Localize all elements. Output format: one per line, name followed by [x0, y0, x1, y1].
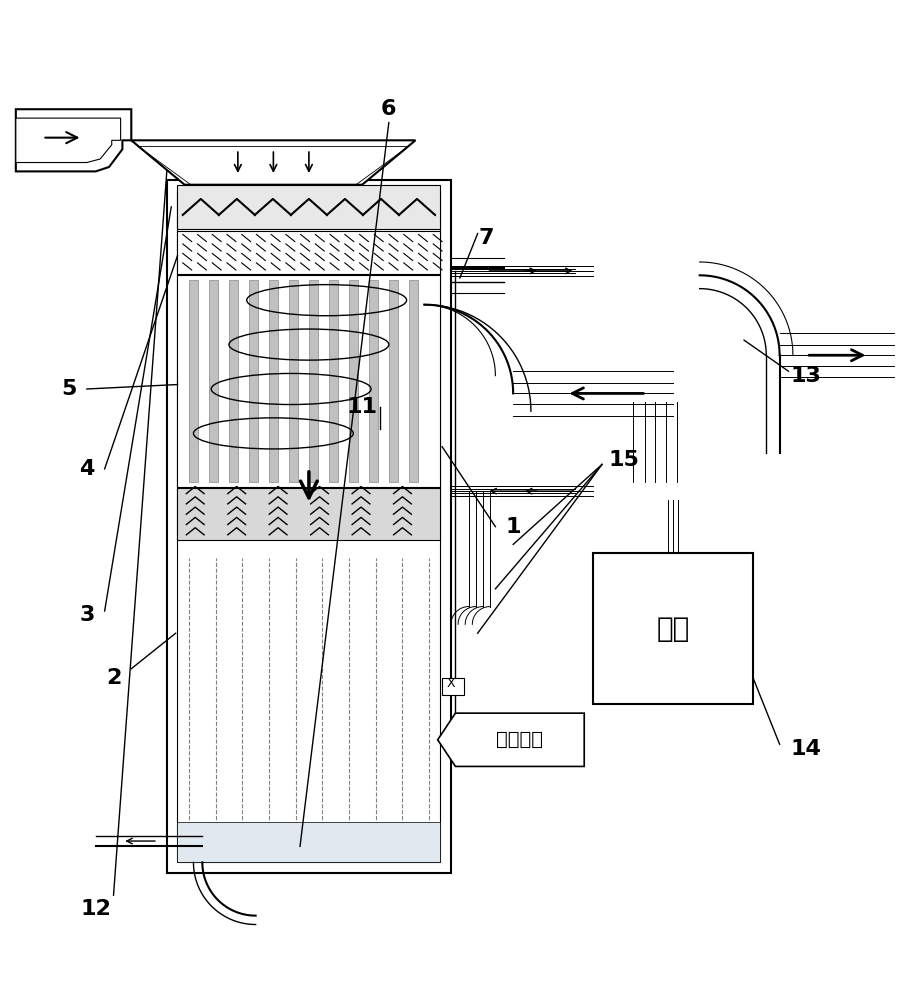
Text: 13: 13: [791, 366, 822, 386]
Bar: [209, 280, 218, 482]
Bar: [167, 180, 451, 873]
Bar: [178, 185, 440, 229]
Text: 11: 11: [346, 397, 378, 417]
Bar: [189, 280, 198, 482]
Text: 6: 6: [381, 99, 397, 119]
Bar: [308, 280, 318, 482]
Polygon shape: [16, 109, 132, 171]
Bar: [229, 280, 238, 482]
Bar: [329, 280, 337, 482]
Text: 5: 5: [61, 379, 77, 399]
Bar: [594, 553, 753, 704]
Text: 3: 3: [79, 605, 95, 625]
Polygon shape: [16, 118, 121, 163]
Text: 12: 12: [80, 899, 111, 919]
Bar: [178, 275, 440, 487]
Polygon shape: [437, 713, 584, 766]
Bar: [178, 488, 440, 540]
Text: 冷源: 冷源: [657, 615, 690, 643]
Bar: [442, 678, 465, 695]
Bar: [178, 231, 440, 274]
Bar: [349, 280, 358, 482]
Bar: [269, 280, 278, 482]
Text: 碱性液体: 碱性液体: [496, 730, 543, 749]
Text: 7: 7: [479, 228, 494, 248]
Text: X: X: [446, 677, 456, 690]
Bar: [369, 280, 378, 482]
Bar: [409, 280, 418, 482]
Text: 4: 4: [79, 459, 95, 479]
Polygon shape: [132, 140, 416, 185]
Bar: [249, 280, 258, 482]
Text: 2: 2: [106, 668, 121, 688]
Bar: [289, 280, 298, 482]
Bar: [389, 280, 398, 482]
Bar: [178, 822, 440, 862]
Text: 15: 15: [609, 450, 640, 470]
Bar: [178, 191, 440, 862]
Text: 1: 1: [505, 517, 521, 537]
Text: 14: 14: [791, 739, 822, 759]
